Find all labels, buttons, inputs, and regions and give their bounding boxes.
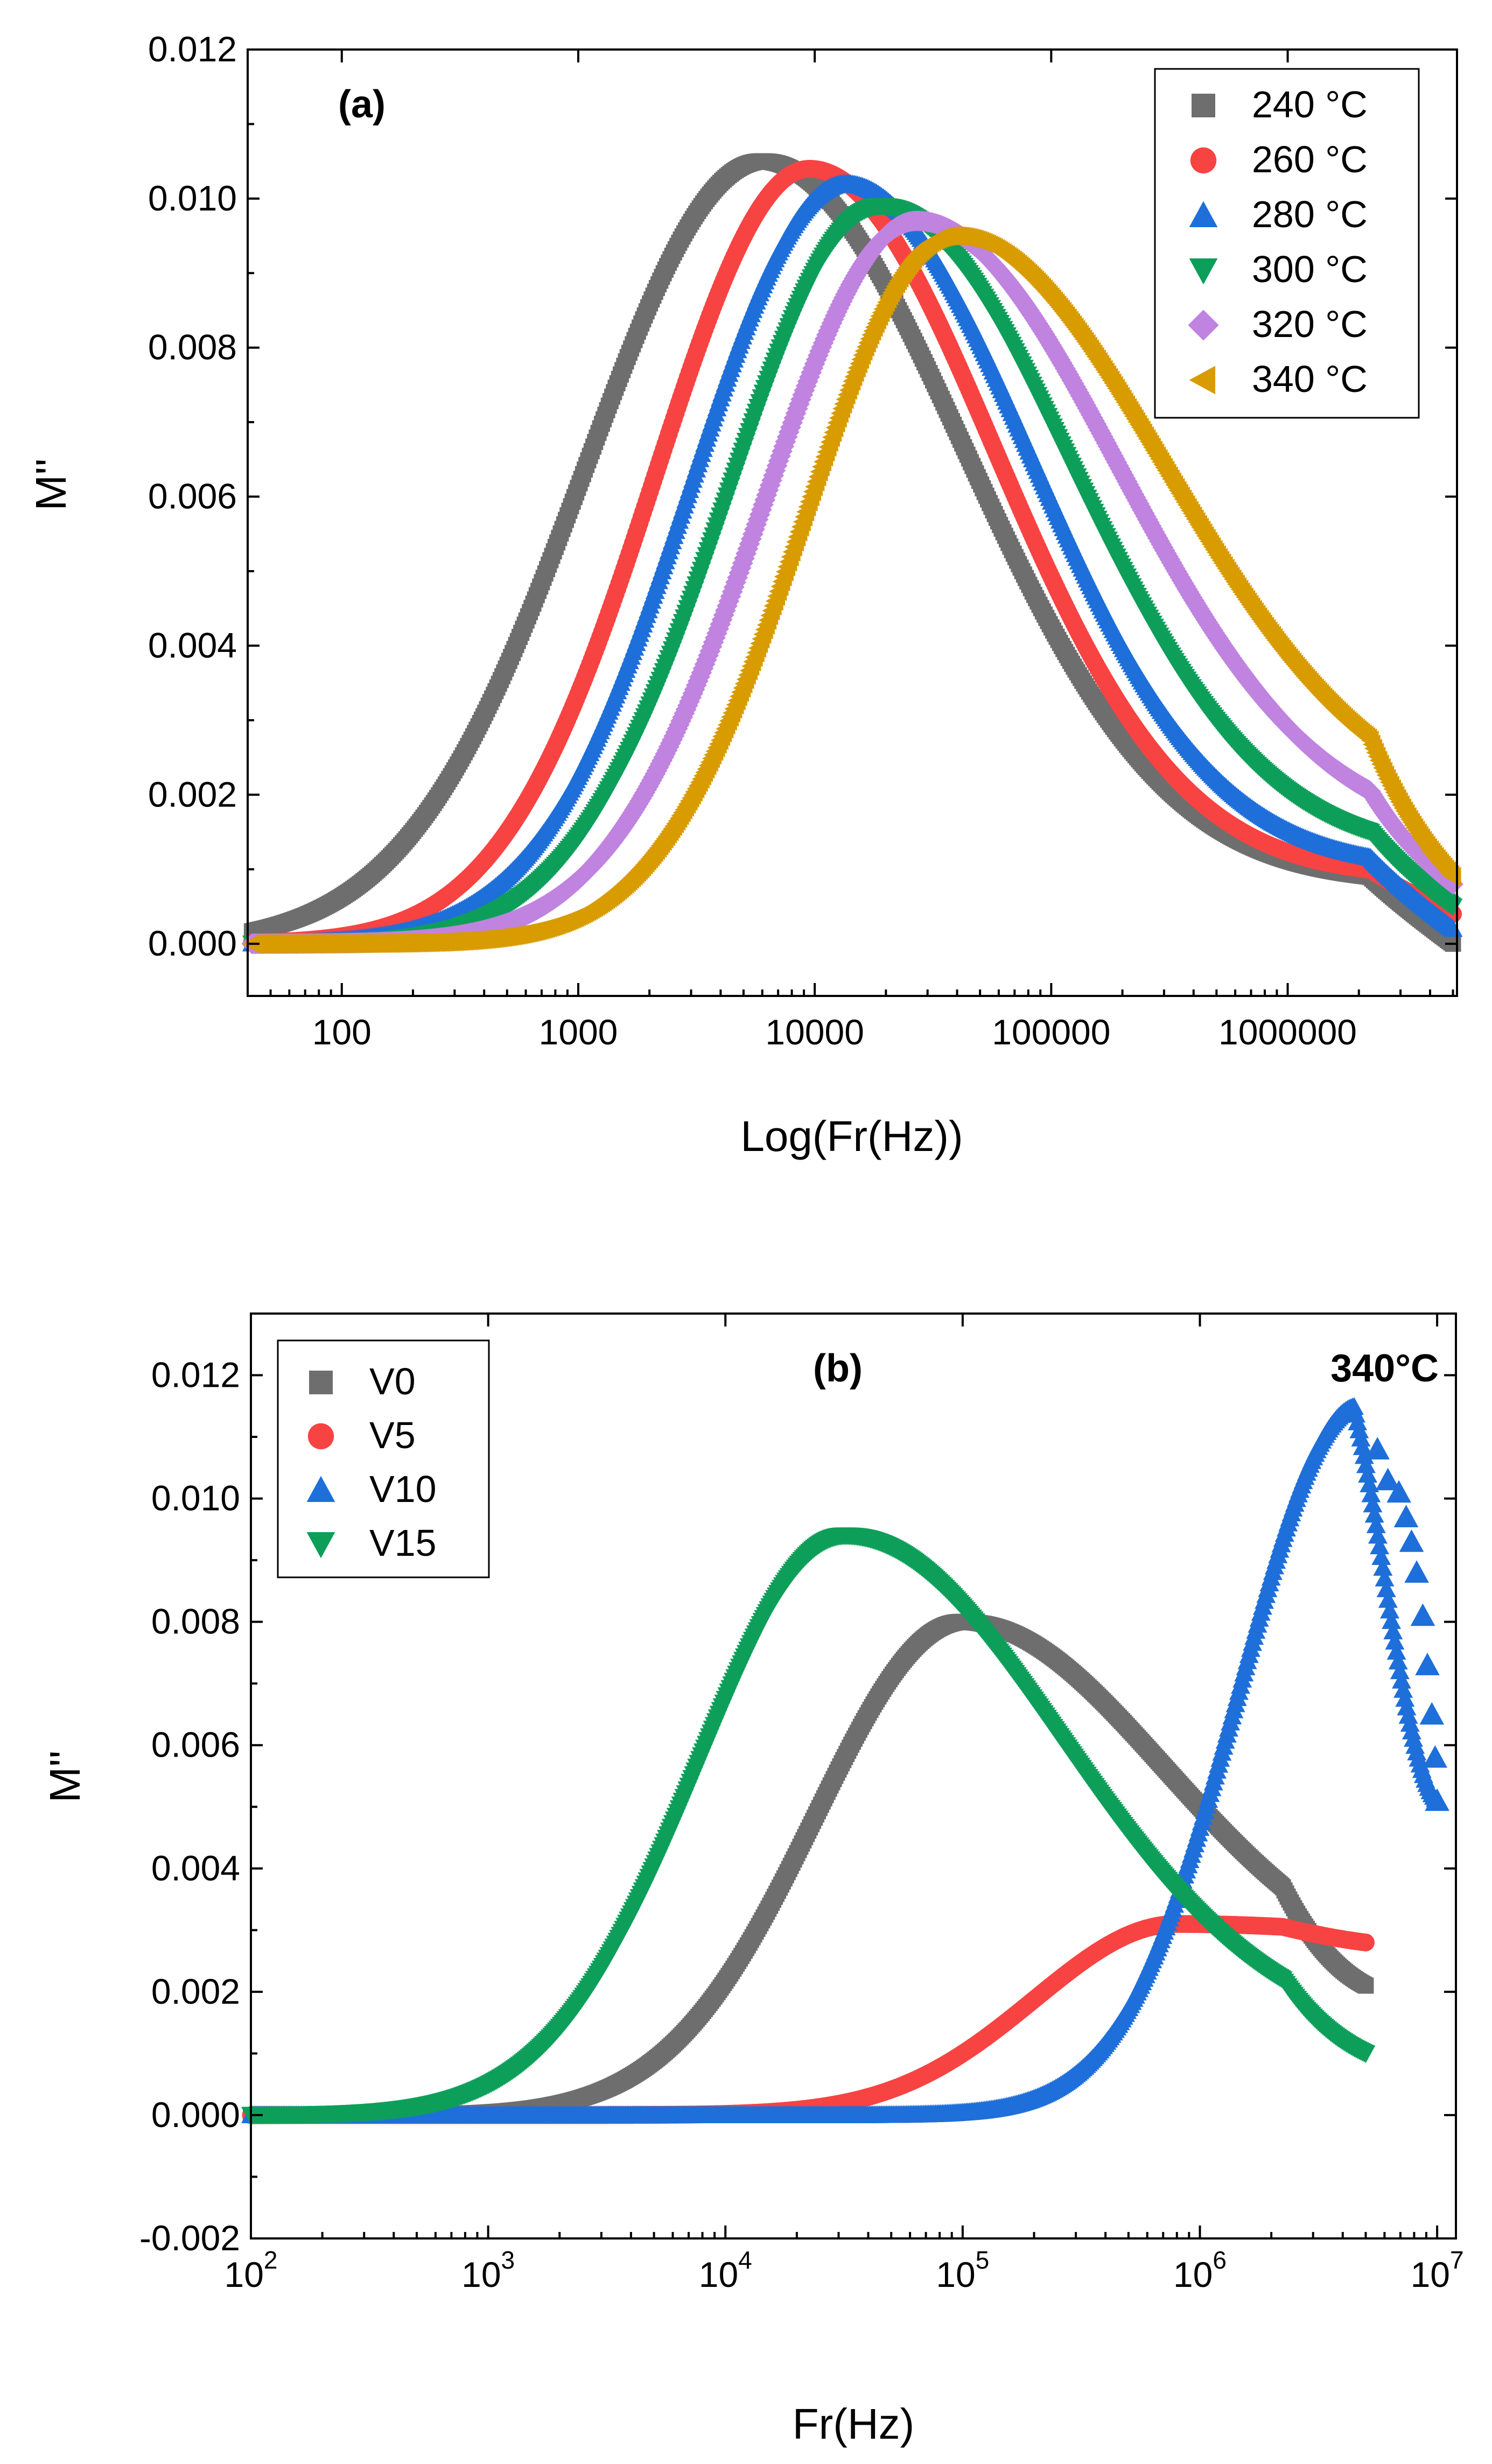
panel-a-y-tick-label: 0.002 [148,774,237,814]
panel-a-x-tick-label: 100 [312,1012,372,1052]
panel-b-series-0 [243,1613,1374,2123]
panel-a-legend-marker [1190,147,1217,174]
panel-a-legend-label: 320 °C [1252,303,1368,345]
panel-a-y-tick-label: 0.006 [148,476,237,516]
panel-a-label: (a) [338,83,386,126]
panel-a-legend-label: 340 °C [1252,358,1368,400]
panel-a-x-tick-label: 100000 [992,1012,1110,1052]
panel-a-chart: 0.000 0.002 0.004 0.006 0.008 0.010 0.012 100 1… [27,29,1464,1160]
panel-a-y-tick-label: 0.012 [148,29,237,69]
panel-a-x-axis-label: Log(Fr(Hz)) [740,1112,963,1160]
panel-a-series-group [241,153,1464,954]
panel-a-y-tick-label: 0.008 [148,327,237,367]
panel-a-y-tick-label: 0.000 [148,923,237,963]
panel-a-legend-label: 260 °C [1252,138,1368,180]
panel-a-x-tick-label: 1000 [539,1012,618,1052]
panel-a-x-tick-label: 10000 [765,1012,864,1052]
panel-a-legend-label: 300 °C [1252,248,1368,290]
panel-a-legend-label: 240 °C [1252,83,1368,125]
panel-a-x-tick-label: 1000000 [1218,1012,1357,1052]
panel-a-y-axis-label: M'' [27,458,75,510]
panel-a-legend-label: 280 °C [1252,193,1368,235]
panel-a-legend-marker [1192,94,1215,117]
panel-a-y-tick-label: 0.010 [148,178,237,218]
panel-a-legend: 240 °C 260 °C 280 °C 300 °C 320 °C 340 °C [1154,68,1420,419]
panel-b-chart: -0.0020.0000.0020.0040.0060.0080.0100.01… [41,1312,1464,2448]
panel-a-y-tick-label: 0.004 [148,625,237,665]
